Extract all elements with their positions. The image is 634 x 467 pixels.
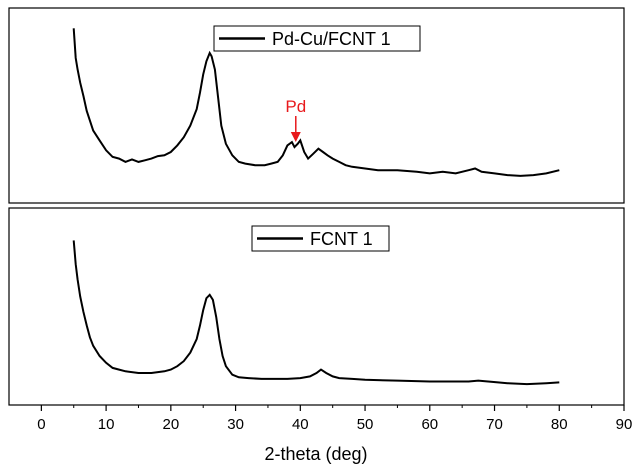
x-tick-label: 20 (162, 416, 179, 433)
panel-pd-cu-fcnt: Pd-Cu/FCNT 1 Pd (9, 8, 624, 203)
x-tick-label: 80 (551, 416, 568, 433)
x-tick-label: 0 (37, 416, 45, 433)
x-axis: 0 10 20 30 40 50 60 70 80 90 (37, 405, 632, 433)
x-tick-label: 30 (227, 416, 244, 433)
pd-annotation-label: Pd (285, 97, 306, 116)
x-tick-label: 90 (616, 416, 633, 433)
x-tick-label: 50 (357, 416, 374, 433)
x-axis-label: 2-theta (deg) (264, 444, 367, 464)
x-tick-label: 40 (292, 416, 309, 433)
x-tick-label: 70 (486, 416, 503, 433)
x-tick-label: 10 (98, 416, 115, 433)
legend-box-top: Pd-Cu/FCNT 1 (214, 26, 420, 51)
legend-label-bottom: FCNT 1 (310, 229, 373, 249)
legend-label-top: Pd-Cu/FCNT 1 (272, 29, 391, 49)
x-tick-label: 60 (421, 416, 438, 433)
panel-fcnt: FCNT 1 (9, 208, 624, 405)
legend-box-bottom: FCNT 1 (252, 226, 389, 251)
